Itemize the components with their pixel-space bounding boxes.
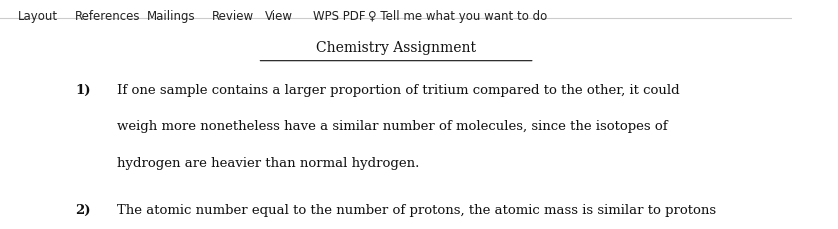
Text: View: View: [266, 10, 293, 23]
Text: WPS PDF: WPS PDF: [313, 10, 365, 23]
Text: Chemistry Assignment: Chemistry Assignment: [316, 41, 476, 55]
Text: Layout: Layout: [18, 10, 58, 23]
Text: Review: Review: [212, 10, 255, 23]
Text: weigh more nonetheless have a similar number of molecules, since the isotopes of: weigh more nonetheless have a similar nu…: [117, 120, 668, 133]
Text: 1): 1): [75, 84, 91, 97]
Text: References: References: [75, 10, 141, 23]
Text: If one sample contains a larger proportion of tritium compared to the other, it : If one sample contains a larger proporti…: [117, 84, 680, 97]
Text: hydrogen are heavier than normal hydrogen.: hydrogen are heavier than normal hydroge…: [117, 157, 420, 170]
Text: The atomic number equal to the number of protons, the atomic mass is similar to : The atomic number equal to the number of…: [117, 204, 716, 217]
Text: 2): 2): [75, 204, 91, 217]
Text: Mailings: Mailings: [147, 10, 195, 23]
Text: ♀ Tell me what you want to do: ♀ Tell me what you want to do: [369, 10, 547, 23]
